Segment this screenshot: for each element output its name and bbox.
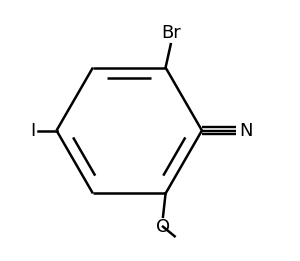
Text: N: N xyxy=(239,122,252,139)
Text: O: O xyxy=(156,218,170,236)
Text: I: I xyxy=(30,122,35,139)
Text: Br: Br xyxy=(161,24,181,42)
